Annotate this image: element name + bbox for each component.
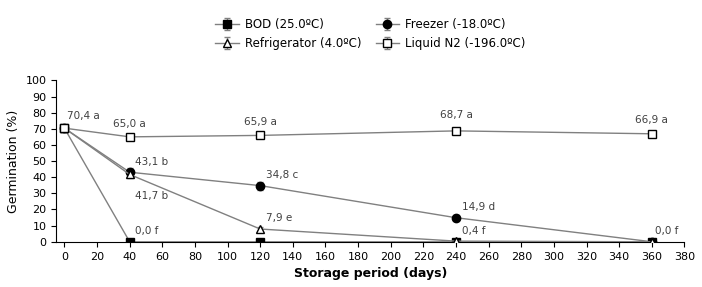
Text: 0,4 f: 0,4 f [462, 226, 485, 236]
Text: 7,9 e: 7,9 e [266, 214, 292, 224]
Y-axis label: Germination (%): Germination (%) [7, 109, 20, 213]
Text: 68,7 a: 68,7 a [439, 110, 472, 120]
Legend: BOD (25.0ºC), Refrigerator (4.0ºC), Freezer (-18.0ºC), Liquid N2 (-196.0ºC): BOD (25.0ºC), Refrigerator (4.0ºC), Free… [216, 18, 525, 51]
Text: 41,7 b: 41,7 b [135, 191, 168, 201]
Text: 43,1 b: 43,1 b [135, 157, 168, 167]
Text: 65,0 a: 65,0 a [113, 119, 146, 129]
Text: 65,9 a: 65,9 a [244, 117, 277, 127]
Text: 0,0 f: 0,0 f [655, 226, 678, 236]
Text: 66,9 a: 66,9 a [635, 115, 668, 125]
X-axis label: Storage period (days): Storage period (days) [293, 267, 447, 280]
Text: 14,9 d: 14,9 d [462, 202, 495, 212]
Text: 70,4 a: 70,4 a [67, 111, 100, 121]
Text: 0,0 f: 0,0 f [135, 226, 159, 236]
Text: 34,8 c: 34,8 c [266, 170, 298, 180]
